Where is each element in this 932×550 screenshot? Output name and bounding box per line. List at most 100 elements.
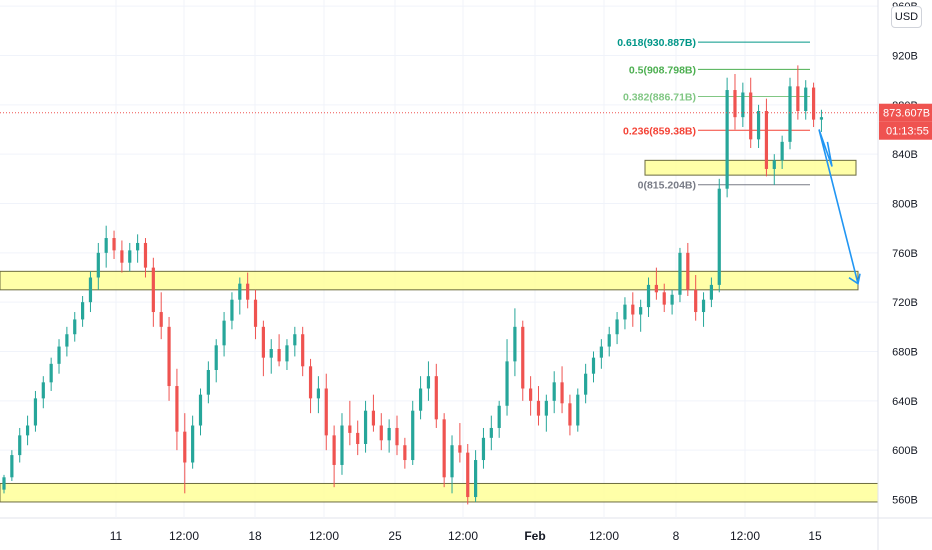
fib-level-label: 0.618(930.887B) (617, 37, 696, 49)
candle-body (741, 92, 745, 118)
candle-body (301, 334, 305, 367)
candle-body (584, 373, 588, 395)
candle-body (418, 388, 423, 411)
currency-button[interactable]: USD (891, 6, 922, 28)
candle-body (316, 388, 320, 399)
time-tick-label: 12:00 (589, 529, 619, 543)
price-tick-label: 680B (892, 347, 918, 359)
candle-body (426, 376, 431, 389)
support-resistance-zones (0, 159, 879, 503)
time-tick-label: 8 (673, 529, 680, 543)
candle-body (277, 349, 281, 362)
candle-body (709, 284, 713, 300)
candle-body (308, 366, 313, 399)
candle-body (670, 294, 674, 305)
fib-level-label: 0.382(886.71B) (623, 92, 696, 104)
fib-level-label: 0(815.204B) (638, 180, 696, 192)
time-tick-label: Feb (524, 529, 545, 543)
candle-body (560, 382, 564, 404)
candle-body (701, 299, 706, 313)
support-resistance-zone (644, 159, 857, 176)
time-tick-label: 12:00 (730, 529, 760, 543)
candle-body (489, 427, 493, 438)
candle-body (167, 326, 171, 387)
candle-body (395, 427, 399, 446)
candle-body (576, 394, 580, 426)
candle-body (474, 460, 478, 498)
countdown-badge-bg (879, 121, 932, 140)
grid-lines (0, 0, 932, 519)
candle-body (128, 250, 132, 263)
candle-body (112, 238, 116, 251)
candle-body (293, 334, 297, 346)
candle-body (568, 403, 572, 426)
time-tick-label: 25 (388, 529, 402, 543)
candle-body (497, 405, 501, 428)
candle-body (10, 455, 14, 478)
candle-body (450, 445, 454, 478)
price-tick-label: 920B (892, 51, 918, 63)
time-tick-label: 12:00 (448, 529, 478, 543)
candle-body (363, 410, 368, 444)
time-axis[interactable]: 11 12:00 18 12:00 25 12:00 Feb 12:00 8 12:00 15 (110, 529, 822, 543)
candle-body (764, 111, 769, 169)
candle-body (678, 252, 682, 295)
candle-body (521, 326, 525, 389)
candle-body (120, 250, 124, 263)
candle-body (756, 111, 761, 140)
candle-body (356, 432, 360, 444)
candle-body (466, 452, 470, 498)
candle-body (332, 435, 336, 465)
candle-body (88, 277, 93, 303)
candle-body (623, 304, 627, 320)
candle-body (2, 477, 6, 490)
candle-body (591, 357, 596, 374)
price-tick-label: 640B (892, 396, 918, 408)
price-axis[interactable]: 560B600B640B680B720B760B800B840B880B920B… (877, 0, 918, 550)
candle-body (269, 349, 273, 358)
candle-body (819, 117, 824, 120)
time-tick-label: 12:00 (309, 529, 339, 543)
price-tick-label: 720B (892, 297, 918, 309)
candle-body (599, 346, 603, 358)
candle-body (33, 398, 38, 426)
candle-body (57, 346, 61, 364)
current-price-badge-bg (879, 103, 932, 122)
candle-body (340, 425, 344, 465)
candle-body (151, 267, 155, 313)
candle-body (411, 410, 415, 461)
candle-body (136, 242, 140, 251)
candle-body (253, 299, 258, 327)
candle-body (18, 435, 22, 456)
candle-body (631, 304, 635, 315)
current-price-badge: 873.607B 01:13:55 (879, 103, 932, 140)
candle-body (222, 320, 226, 346)
fib-level-label: 0.236(859.38B) (623, 125, 696, 137)
candle-body (371, 410, 376, 426)
candle-body (662, 292, 666, 305)
candle-body (442, 419, 446, 478)
candlestick-series (2, 65, 824, 505)
candle-body (387, 427, 391, 441)
countdown-value: 01:13:55 (886, 126, 929, 138)
candle-body (607, 334, 611, 347)
candle-body (434, 376, 438, 420)
price-tick-label: 600B (892, 445, 918, 457)
candle-body (285, 345, 289, 362)
price-tick-label: 560B (892, 495, 918, 507)
candle-body (49, 363, 53, 383)
time-tick-label: 12:00 (169, 529, 199, 543)
candle-body (529, 388, 533, 401)
support-resistance-zone (0, 270, 859, 291)
candle-body (238, 283, 242, 300)
candle-body (198, 394, 203, 426)
candle-body (25, 425, 30, 436)
candle-body (379, 425, 383, 441)
candle-body (552, 382, 556, 401)
candle-body (733, 90, 737, 118)
time-tick-label: 18 (248, 529, 262, 543)
support-resistance-zone (0, 482, 879, 503)
candle-body (725, 90, 729, 189)
candle-body (104, 238, 108, 253)
